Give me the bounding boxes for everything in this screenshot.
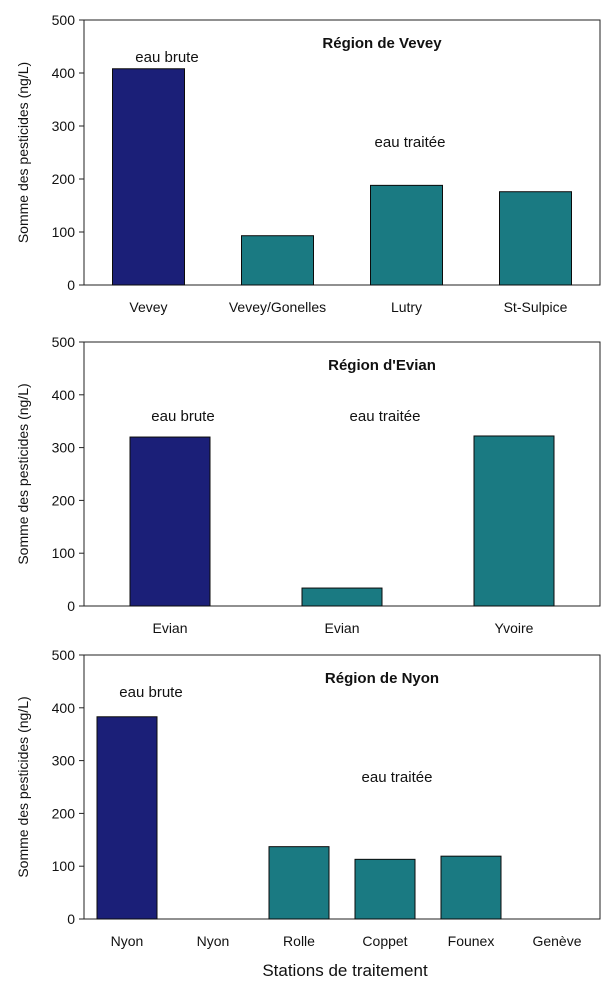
category-label: Vevey: [129, 299, 167, 315]
y-tick-label: 0: [67, 598, 75, 614]
category-label: Evian: [324, 620, 359, 636]
plot-frame: [83, 19, 601, 286]
water-type-annotation: eau brute: [151, 408, 214, 425]
category-label: Rolle: [283, 933, 315, 949]
y-tick-label: 500: [52, 334, 76, 350]
category-label: Nyon: [111, 933, 144, 949]
y-tick-label: 400: [52, 387, 76, 403]
bar: [268, 846, 330, 920]
y-tick-label: 500: [52, 647, 76, 663]
bar: [499, 191, 572, 286]
category-label: Evian: [152, 620, 187, 636]
bar: [241, 235, 314, 286]
plot-frame: [83, 654, 601, 920]
water-type-annotation: eau traitée: [375, 134, 446, 151]
y-axis-label: Somme des pesticides (ng/L): [15, 383, 31, 564]
panel-title: Région de Nyon: [325, 670, 439, 687]
y-tick-label: 300: [52, 118, 76, 134]
y-tick-label: 400: [52, 65, 76, 81]
y-axis-label: Somme des pesticides (ng/L): [15, 62, 31, 243]
y-tick-label: 0: [67, 911, 75, 927]
water-type-annotation: eau brute: [119, 684, 182, 701]
category-label: Yvoire: [495, 620, 534, 636]
category-label: Coppet: [362, 933, 407, 949]
panel-title: Région de Vevey: [322, 35, 442, 52]
category-label: Nyon: [197, 933, 230, 949]
bar: [96, 716, 158, 920]
bar: [354, 858, 416, 920]
category-label: Founex: [448, 933, 495, 949]
y-tick-label: 500: [52, 12, 76, 28]
y-tick-label: 100: [52, 858, 76, 874]
water-type-annotation: eau traitée: [362, 769, 433, 786]
x-axis-label: Stations de traitement: [262, 961, 428, 980]
y-tick-label: 200: [52, 492, 76, 508]
bar: [473, 435, 555, 607]
bar: [370, 184, 443, 286]
y-tick-label: 100: [52, 224, 76, 240]
y-axis-label: Somme des pesticides (ng/L): [15, 696, 31, 877]
panel-title: Région d'Evian: [328, 357, 436, 374]
y-tick-label: 100: [52, 545, 76, 561]
water-type-annotation: eau traitée: [350, 408, 421, 425]
y-tick-label: 200: [52, 805, 76, 821]
y-tick-label: 400: [52, 700, 76, 716]
water-type-annotation: eau brute: [135, 49, 198, 66]
y-tick-label: 300: [52, 440, 76, 456]
y-tick-label: 0: [67, 277, 75, 293]
category-label: Lutry: [391, 299, 422, 315]
bar: [112, 68, 185, 286]
category-label: Genève: [532, 933, 581, 949]
bar: [301, 587, 383, 607]
y-tick-label: 300: [52, 753, 76, 769]
bar: [440, 855, 502, 920]
bar: [129, 436, 211, 607]
category-label: St-Sulpice: [504, 299, 568, 315]
y-tick-label: 200: [52, 171, 76, 187]
category-label: Vevey/Gonelles: [229, 299, 326, 315]
